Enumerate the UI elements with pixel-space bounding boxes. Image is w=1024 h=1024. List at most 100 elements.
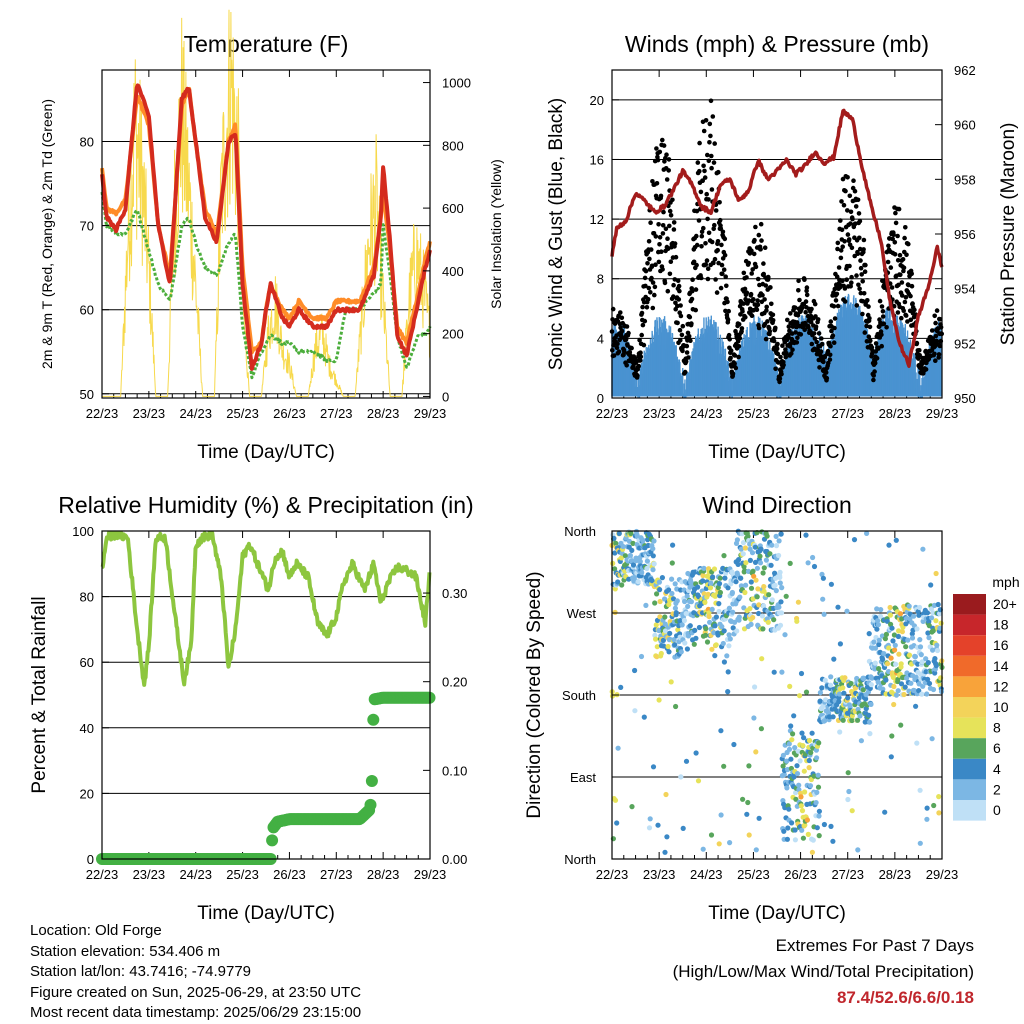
direction-point: [924, 691, 930, 697]
gust-point: [652, 284, 658, 290]
direction-point: [654, 591, 660, 597]
gust-point: [758, 246, 763, 252]
direction-point: [691, 641, 697, 647]
direction-point: [806, 757, 812, 764]
gust-point: [635, 373, 640, 379]
x-tick-label: 25/23: [226, 867, 259, 882]
direction-point: [880, 656, 886, 663]
gust-point: [694, 208, 700, 214]
panel-3: Relative Humidity (%) & Precipitation (i…: [29, 492, 474, 924]
gust-point: [705, 276, 711, 282]
dewpoint-2m-line: [100, 191, 432, 380]
direction-point: [672, 642, 678, 648]
gust-point: [667, 208, 673, 214]
x-tick-label: 28/23: [879, 867, 912, 882]
direction-point: [888, 754, 894, 760]
direction-point: [874, 626, 880, 632]
direction-point: [881, 651, 887, 657]
direction-point: [934, 642, 940, 648]
x-tick-label: 27/23: [831, 867, 864, 882]
gust-point: [713, 277, 718, 282]
gust-point: [867, 316, 872, 321]
panel-4: Wind Direction 22/23 23/23 24/23 25/23 26/23 2…: [524, 492, 958, 924]
gust-point: [646, 239, 652, 244]
gust-point: [736, 354, 741, 360]
gust-point: [838, 248, 844, 253]
direction-point: [892, 642, 898, 648]
direction-point: [806, 765, 812, 771]
gust-point: [647, 256, 652, 262]
y-right-tick-label: 950: [954, 391, 976, 406]
gust-point: [891, 303, 897, 309]
x-tick-label: 24/23: [179, 867, 212, 882]
direction-point: [614, 820, 620, 826]
gust-point: [760, 292, 765, 298]
direction-point: [893, 537, 899, 543]
gust-point: [708, 133, 713, 139]
gust-point: [712, 222, 717, 228]
direction-point: [730, 609, 736, 615]
gust-point: [744, 275, 749, 280]
direction-point: [704, 639, 711, 645]
direction-point: [814, 755, 820, 761]
direction-point: [744, 811, 750, 817]
gust-point: [753, 264, 759, 270]
gust-point: [676, 297, 682, 302]
x-tick-label: 23/23: [643, 406, 676, 421]
gust-point: [699, 229, 705, 235]
direction-point: [914, 740, 920, 746]
direction-point: [700, 578, 706, 584]
y-right-tick-label: 962: [954, 63, 976, 78]
gust-point: [874, 356, 880, 361]
x-tick-label: 23/23: [643, 867, 676, 882]
gust-point: [908, 293, 913, 299]
direction-point: [759, 656, 765, 662]
direction-point: [924, 610, 931, 616]
direction-point: [725, 585, 731, 591]
direction-point: [670, 596, 677, 602]
gust-point: [687, 314, 693, 320]
gust-point: [838, 218, 843, 223]
gust-point: [827, 357, 833, 362]
direction-point: [935, 601, 941, 608]
gust-point: [691, 259, 697, 265]
gust-point: [668, 213, 674, 218]
direction-point: [784, 836, 791, 842]
gust-point: [840, 176, 846, 182]
gust-point: [784, 350, 789, 356]
gust-point: [813, 324, 819, 330]
gust-point: [857, 218, 863, 224]
gust-point: [658, 193, 664, 199]
x-tick-label: 22/23: [86, 867, 119, 882]
gust-point: [871, 373, 876, 378]
gust-point: [718, 285, 724, 291]
direction-point: [902, 684, 908, 690]
gust-point: [780, 343, 785, 349]
gust-point: [726, 308, 731, 314]
gust-point: [637, 337, 642, 343]
direction-point: [816, 813, 822, 819]
direction-point: [799, 808, 806, 814]
direction-point: [771, 617, 777, 623]
gust-point: [761, 271, 766, 277]
direction-point: [937, 611, 943, 617]
direction-point: [917, 637, 923, 643]
direction-point: [630, 540, 636, 547]
gust-point: [796, 288, 801, 293]
gust-point: [848, 221, 853, 226]
direction-point: [701, 565, 707, 571]
gust-point: [839, 199, 844, 204]
gust-point: [856, 282, 861, 288]
direction-point: [700, 572, 706, 579]
direction-point: [854, 675, 860, 682]
direction-point: [726, 632, 732, 638]
gust-point: [740, 309, 745, 314]
gust-point: [639, 310, 645, 316]
direction-point: [628, 530, 634, 537]
direction-point: [721, 659, 728, 665]
gust-point: [903, 313, 909, 318]
direction-point: [821, 821, 828, 828]
direction-point: [926, 680, 933, 687]
direction-point: [938, 620, 944, 626]
gust-point: [909, 271, 914, 277]
